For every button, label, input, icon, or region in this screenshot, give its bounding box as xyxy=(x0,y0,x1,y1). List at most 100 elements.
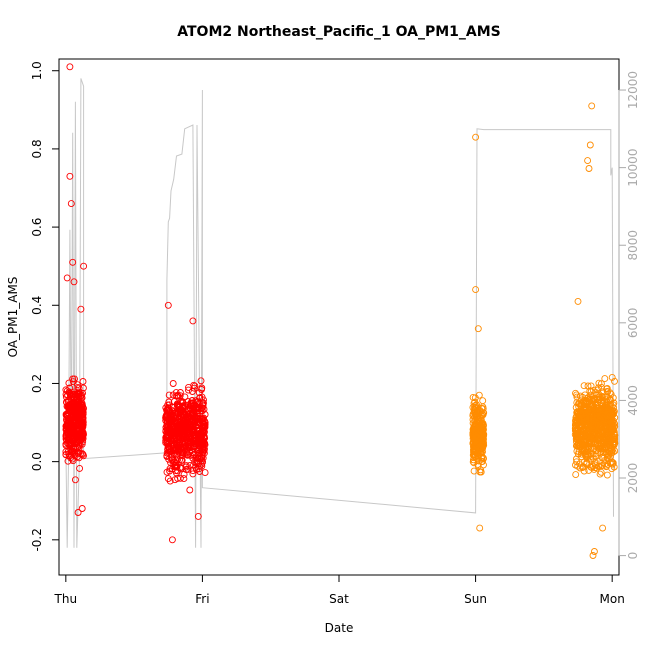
data-point xyxy=(603,471,611,479)
data-point xyxy=(474,435,482,442)
data-point xyxy=(609,417,617,425)
plot-frame xyxy=(58,58,620,576)
data-point xyxy=(573,428,581,436)
data-point xyxy=(584,157,592,165)
x-axis: Thu Fri Sat Sun Mon xyxy=(54,574,625,606)
data-point xyxy=(584,382,592,390)
data-point xyxy=(178,446,186,454)
data-point xyxy=(76,464,84,472)
y-tick-label-right: 4000 xyxy=(626,385,640,416)
data-point xyxy=(595,462,603,470)
data-point xyxy=(189,317,197,325)
y-axis-label: OA_PM1_AMS xyxy=(6,277,20,358)
data-point xyxy=(70,422,78,430)
data-point xyxy=(608,425,616,432)
data-point xyxy=(165,391,173,399)
y-tick-label-left: -0.2 xyxy=(30,528,44,551)
data-point xyxy=(478,419,486,427)
data-point xyxy=(71,375,78,383)
x-tick-label: Thu xyxy=(54,592,78,606)
data-point xyxy=(191,458,199,466)
data-point xyxy=(591,464,599,472)
data-point xyxy=(610,441,618,449)
data-point xyxy=(473,441,481,449)
data-points xyxy=(62,63,619,559)
data-point xyxy=(472,404,480,412)
data-point xyxy=(580,446,588,454)
data-point xyxy=(590,445,598,453)
data-point xyxy=(64,428,72,436)
data-point xyxy=(602,431,609,438)
data-point xyxy=(474,460,482,468)
data-point xyxy=(572,427,580,434)
data-point xyxy=(585,452,593,460)
data-point xyxy=(184,465,192,473)
data-point xyxy=(587,463,595,471)
data-point xyxy=(603,462,610,470)
y-tick-label-right: 2000 xyxy=(626,463,640,494)
y-tick-label-left: 0.8 xyxy=(30,139,44,158)
data-point xyxy=(597,468,605,476)
data-point xyxy=(65,405,73,412)
data-point xyxy=(193,459,201,467)
data-point xyxy=(72,432,80,440)
data-point xyxy=(599,446,607,454)
data-point xyxy=(572,471,580,479)
data-point xyxy=(596,412,604,420)
data-point xyxy=(71,419,79,427)
data-point xyxy=(587,406,595,414)
x-axis-label: Date xyxy=(325,621,354,635)
data-point xyxy=(589,402,597,410)
data-point xyxy=(580,428,588,436)
data-point xyxy=(592,416,600,424)
data-point xyxy=(71,394,78,402)
data-point xyxy=(75,454,83,462)
data-point xyxy=(589,410,597,418)
data-point xyxy=(572,412,580,420)
data-point xyxy=(170,413,177,421)
data-point xyxy=(66,429,74,437)
data-point xyxy=(476,468,484,476)
data-point xyxy=(79,378,87,385)
data-point xyxy=(200,414,208,422)
data-point xyxy=(198,460,206,468)
data-point xyxy=(180,475,188,483)
data-point xyxy=(598,383,605,391)
data-point xyxy=(611,377,618,385)
right-axis-series-line xyxy=(65,78,614,548)
data-point xyxy=(601,445,609,453)
series-line xyxy=(65,78,614,548)
data-point xyxy=(576,407,584,415)
y-tick-label-left: 1.0 xyxy=(30,61,44,80)
data-point xyxy=(608,465,616,473)
data-point xyxy=(172,444,180,452)
data-point xyxy=(74,509,82,516)
data-point xyxy=(583,460,591,467)
data-point xyxy=(171,456,179,464)
data-point xyxy=(472,133,480,141)
data-point xyxy=(573,458,581,466)
data-point xyxy=(472,422,480,430)
data-point xyxy=(599,461,607,469)
y-tick-label-left: 0.4 xyxy=(30,296,44,315)
data-point xyxy=(190,431,198,439)
data-point xyxy=(469,440,477,448)
data-point xyxy=(77,398,85,406)
data-point xyxy=(604,438,612,446)
data-point xyxy=(192,454,200,462)
data-point xyxy=(75,384,83,392)
data-point xyxy=(69,457,77,465)
y-tick-label-right: 12000 xyxy=(626,71,640,109)
data-point xyxy=(576,464,584,472)
data-point xyxy=(575,435,583,443)
data-point xyxy=(595,384,602,392)
data-point xyxy=(188,388,196,395)
data-point xyxy=(180,429,188,437)
x-tick-label: Mon xyxy=(600,592,625,606)
data-point xyxy=(166,477,174,485)
data-point xyxy=(477,427,485,435)
data-point xyxy=(479,397,487,405)
data-point xyxy=(200,399,207,407)
data-point xyxy=(471,423,479,430)
